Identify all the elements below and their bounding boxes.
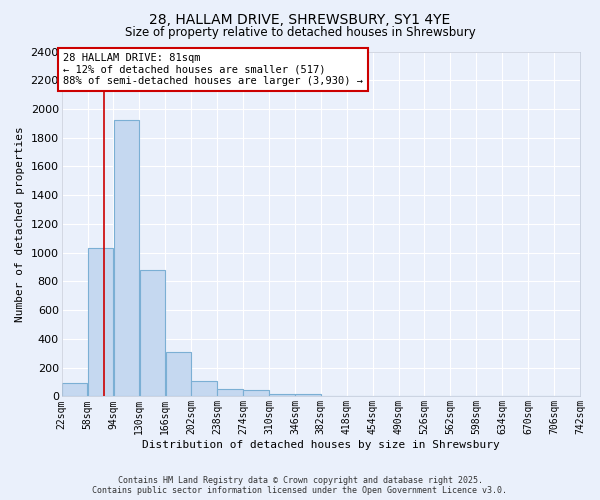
Bar	[113, 120, 139, 396]
Bar	[166, 352, 191, 397]
Bar	[269, 394, 295, 396]
Text: Contains HM Land Registry data © Crown copyright and database right 2025.
Contai: Contains HM Land Registry data © Crown c…	[92, 476, 508, 495]
Bar	[62, 384, 87, 396]
Bar	[191, 380, 217, 396]
Bar	[217, 389, 243, 396]
Text: 28 HALLAM DRIVE: 81sqm
← 12% of detached houses are smaller (517)
88% of semi-de: 28 HALLAM DRIVE: 81sqm ← 12% of detached…	[63, 53, 363, 86]
Text: 28, HALLAM DRIVE, SHREWSBURY, SY1 4YE: 28, HALLAM DRIVE, SHREWSBURY, SY1 4YE	[149, 12, 451, 26]
Text: Size of property relative to detached houses in Shrewsbury: Size of property relative to detached ho…	[125, 26, 475, 39]
Bar	[88, 248, 113, 396]
Bar	[243, 390, 269, 396]
Y-axis label: Number of detached properties: Number of detached properties	[15, 126, 25, 322]
Bar	[140, 270, 165, 396]
X-axis label: Distribution of detached houses by size in Shrewsbury: Distribution of detached houses by size …	[142, 440, 500, 450]
Bar	[295, 394, 320, 396]
